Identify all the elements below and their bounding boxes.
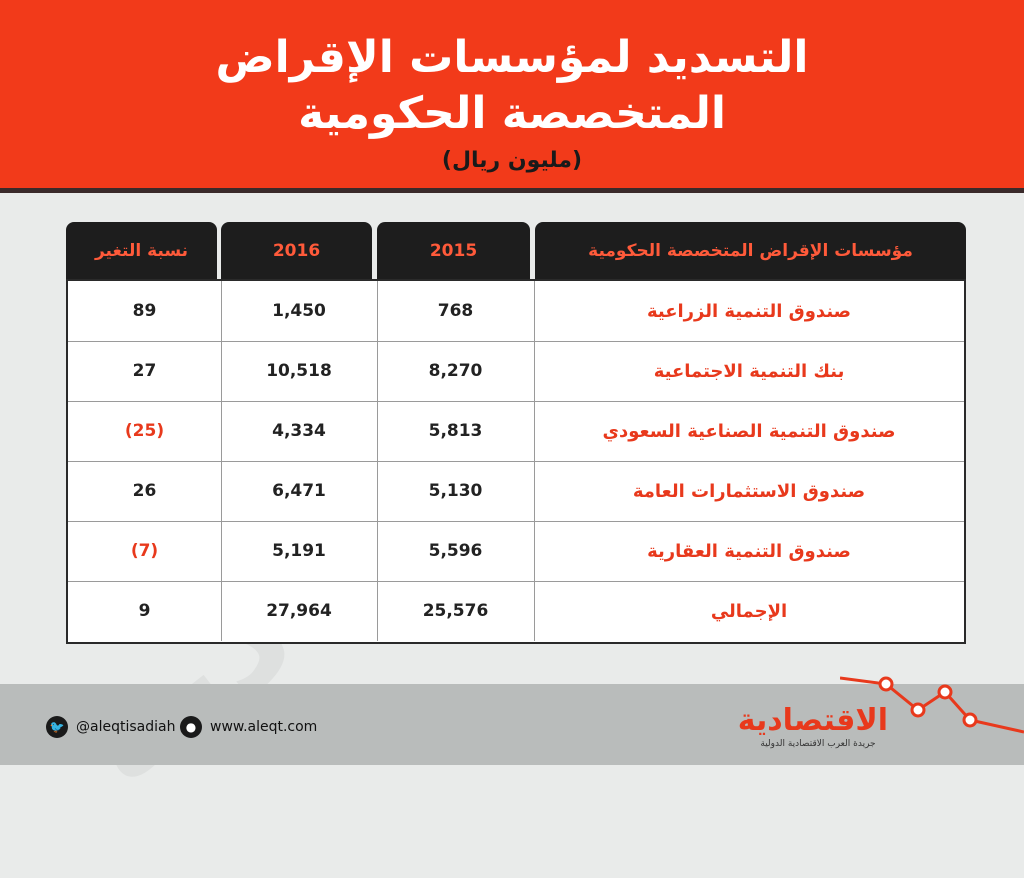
column-divider [221, 401, 222, 461]
cell-name: صندوق الاستثمارات العامة [632, 480, 866, 502]
header-banner: التسديد لمؤسسات الإقراض المتخصصة الحكومي… [0, 0, 1024, 193]
table-row: 26 6,471 5,130 صندوق الاستثمارات العامة [68, 461, 964, 522]
cell-y2016: 4,334 [272, 421, 326, 441]
column-divider [534, 401, 535, 461]
cell-y2015: 5,813 [428, 421, 483, 441]
table-row: 27 10,518 8,270 بنك التنمية الاجتماعية [68, 341, 964, 402]
trend-node [937, 684, 953, 700]
logo-tagline: جريدة العرب الاقتصادية الدولية [760, 739, 876, 749]
column-header-2015: 2015 [377, 222, 530, 279]
column-divider [377, 461, 378, 521]
cell-change: (25) [124, 421, 165, 441]
column-header-2016: 2016 [221, 222, 372, 279]
twitter-handle-text: @aleqtisadiah [76, 719, 176, 735]
trend-node [962, 712, 978, 728]
cell-y2015: 25,576 [422, 601, 489, 621]
table-row: (25) 4,334 5,813 صندوق التنمية الصناعية الس… [68, 401, 964, 462]
cell-change: 89 [132, 301, 157, 321]
column-divider [377, 581, 378, 641]
page-title-line2: المتخصصة الحكومية [298, 88, 726, 139]
table-row: 9 27,964 25,576 الإجمالي [68, 581, 964, 641]
cell-name: الإجمالي [710, 600, 788, 622]
table-body: 89 1,450 768 صندوق التنمية الزراعية 27 10,518… [66, 279, 966, 644]
cell-y2015: 5,130 [428, 481, 483, 501]
column-divider [534, 521, 535, 581]
twitter-icon: 🐦 [46, 716, 68, 738]
cell-y2016: 10,518 [266, 361, 332, 381]
table-row: 89 1,450 768 صندوق التنمية الزراعية [68, 281, 964, 342]
cell-name: صندوق التنمية العقارية [647, 540, 851, 562]
cell-name: بنك التنمية الاجتماعية [653, 360, 845, 382]
column-divider [534, 281, 535, 341]
column-divider [534, 461, 535, 521]
logo-text: الاقتصادية [737, 703, 888, 738]
column-divider [377, 521, 378, 581]
page-subtitle: (مليون ريال) [441, 148, 583, 173]
cell-change: 27 [132, 361, 157, 381]
website-link[interactable]: ● www.aleqt.com [180, 716, 317, 738]
trend-node [910, 702, 926, 718]
cell-change: 26 [132, 481, 157, 501]
column-divider [377, 401, 378, 461]
globe-icon: ● [180, 716, 202, 738]
column-divider [221, 581, 222, 641]
column-divider [377, 281, 378, 341]
cell-change: 9 [138, 601, 151, 621]
cell-y2016: 5,191 [272, 541, 326, 561]
cell-y2016: 6,471 [272, 481, 326, 501]
table-row: (7) 5,191 5,596 صندوق التنمية العقارية [68, 521, 964, 582]
column-divider [221, 341, 222, 401]
column-divider [221, 281, 222, 341]
cell-y2015: 5,596 [428, 541, 483, 561]
page-title-line1: التسديد لمؤسسات الإقراض [215, 32, 809, 83]
column-divider [221, 521, 222, 581]
column-divider [221, 461, 222, 521]
cell-y2016: 27,964 [266, 601, 332, 621]
column-divider [534, 581, 535, 641]
website-text: www.aleqt.com [210, 719, 318, 735]
column-divider [534, 341, 535, 401]
twitter-handle[interactable]: 🐦 @aleqtisadiah [46, 716, 175, 738]
column-header-change: نسبة التغير [66, 222, 217, 279]
data-table: نسبة التغير 2016 2015 مؤسسات الإقراض الم… [66, 222, 966, 644]
footer [0, 684, 1024, 765]
column-header-institution: مؤسسات الإقراض المتخصصة الحكومية [535, 222, 966, 279]
decorative-trend-line [840, 676, 1024, 734]
column-divider [377, 341, 378, 401]
trend-node [878, 676, 894, 692]
cell-change: (7) [130, 541, 159, 561]
cell-y2015: 768 [437, 301, 474, 321]
brand-logo: الاقتصادية جريدة العرب الاقتصادية الدولي… [737, 703, 888, 754]
cell-name: صندوق التنمية الزراعية [646, 300, 852, 322]
cell-y2015: 8,270 [428, 361, 483, 381]
cell-y2016: 1,450 [272, 301, 326, 321]
cell-name: صندوق التنمية الصناعية السعودي [602, 420, 896, 442]
